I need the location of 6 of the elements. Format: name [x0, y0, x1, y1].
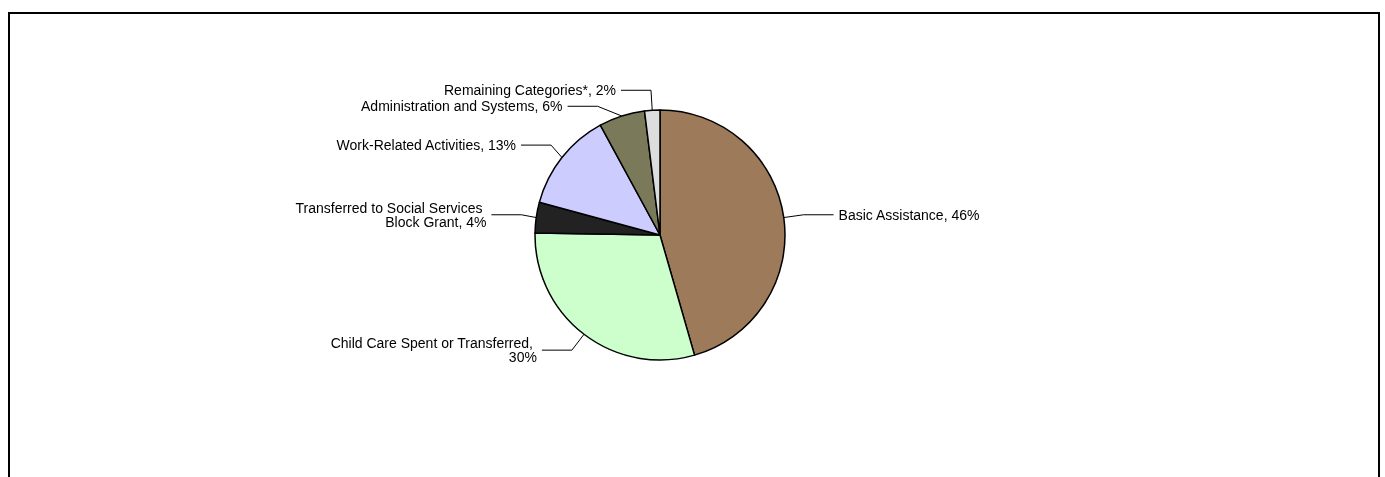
slice-label: Transferred to Social Services Block Grant, 4%: [295, 199, 487, 230]
slice-label: Work-Related Activities, 13%: [336, 137, 517, 154]
slice-label: Child Care Spent or Transferred, 30%: [330, 335, 537, 366]
slice-label: Remaining Categories*, 2%: [444, 82, 616, 99]
slice-label: Basic Assistance, 46%: [838, 206, 980, 223]
slice-label: Administration and Systems, 6%: [361, 98, 563, 115]
